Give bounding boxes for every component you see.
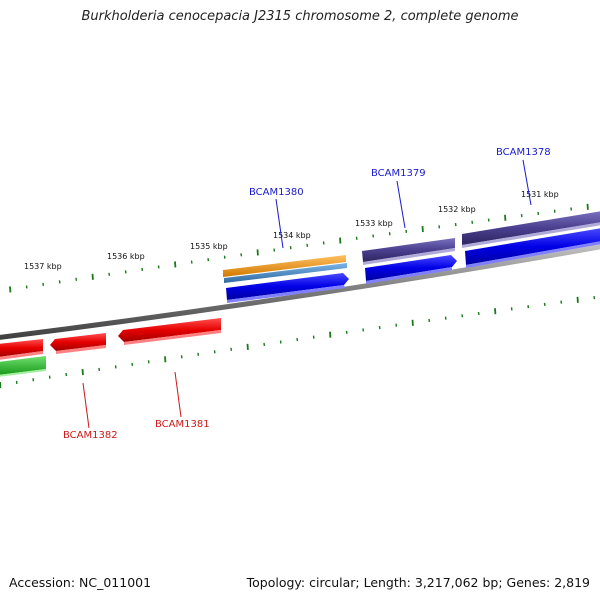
inner-scale-ticks (0, 296, 596, 389)
cds-bcam1379[interactable] (365, 255, 457, 284)
scale-label-1535: 1535 kbp (190, 242, 228, 251)
leader-bcam1378 (522, 159, 532, 206)
genome-backbone (0, 244, 600, 340)
scale-label-1532: 1532 kbp (438, 205, 476, 214)
cds-bcam1380[interactable] (226, 273, 349, 303)
accession-text: Accession: NC_011001 (9, 575, 152, 590)
cds-bcam1378[interactable] (465, 228, 600, 268)
gene-label-bcam1381[interactable]: BCAM1381 (155, 419, 210, 430)
scale-label-1534: 1534 kbp (273, 231, 311, 240)
feature-purple-2[interactable] (462, 211, 600, 248)
scale-label-1536: 1536 kbp (107, 252, 145, 261)
leader-bcam1382 (82, 382, 90, 429)
gene-label-bcam1379[interactable]: BCAM1379 (371, 168, 426, 179)
scale-label-1533: 1533 kbp (355, 219, 393, 228)
feature-green[interactable] (0, 356, 46, 377)
gene-label-bcam1378[interactable]: BCAM1378 (496, 147, 551, 158)
scale-label-1537: 1537 kbp (24, 262, 62, 271)
cds-bcam1381[interactable] (118, 318, 221, 345)
feature-purple-1[interactable] (362, 238, 455, 265)
map-title: Burkholderia cenocepacia J2315 chromosom… (81, 9, 519, 24)
gene-label-bcam1382[interactable]: BCAM1382 (63, 430, 118, 441)
outer-scale-ticks (9, 203, 589, 293)
gene-label-bcam1380[interactable]: BCAM1380 (249, 187, 304, 198)
cds-bcam1382[interactable] (50, 333, 106, 354)
leader-bcam1380 (275, 198, 284, 249)
scale-label-1531: 1531 kbp (521, 190, 559, 199)
cds-red-left[interactable] (0, 339, 43, 360)
topology-text: Topology: circular; Length: 3,217,062 bp… (246, 575, 590, 590)
leader-bcam1381 (174, 371, 182, 418)
leader-bcam1379 (396, 180, 406, 229)
feature-steel[interactable] (224, 263, 347, 283)
feature-orange[interactable] (223, 255, 346, 277)
